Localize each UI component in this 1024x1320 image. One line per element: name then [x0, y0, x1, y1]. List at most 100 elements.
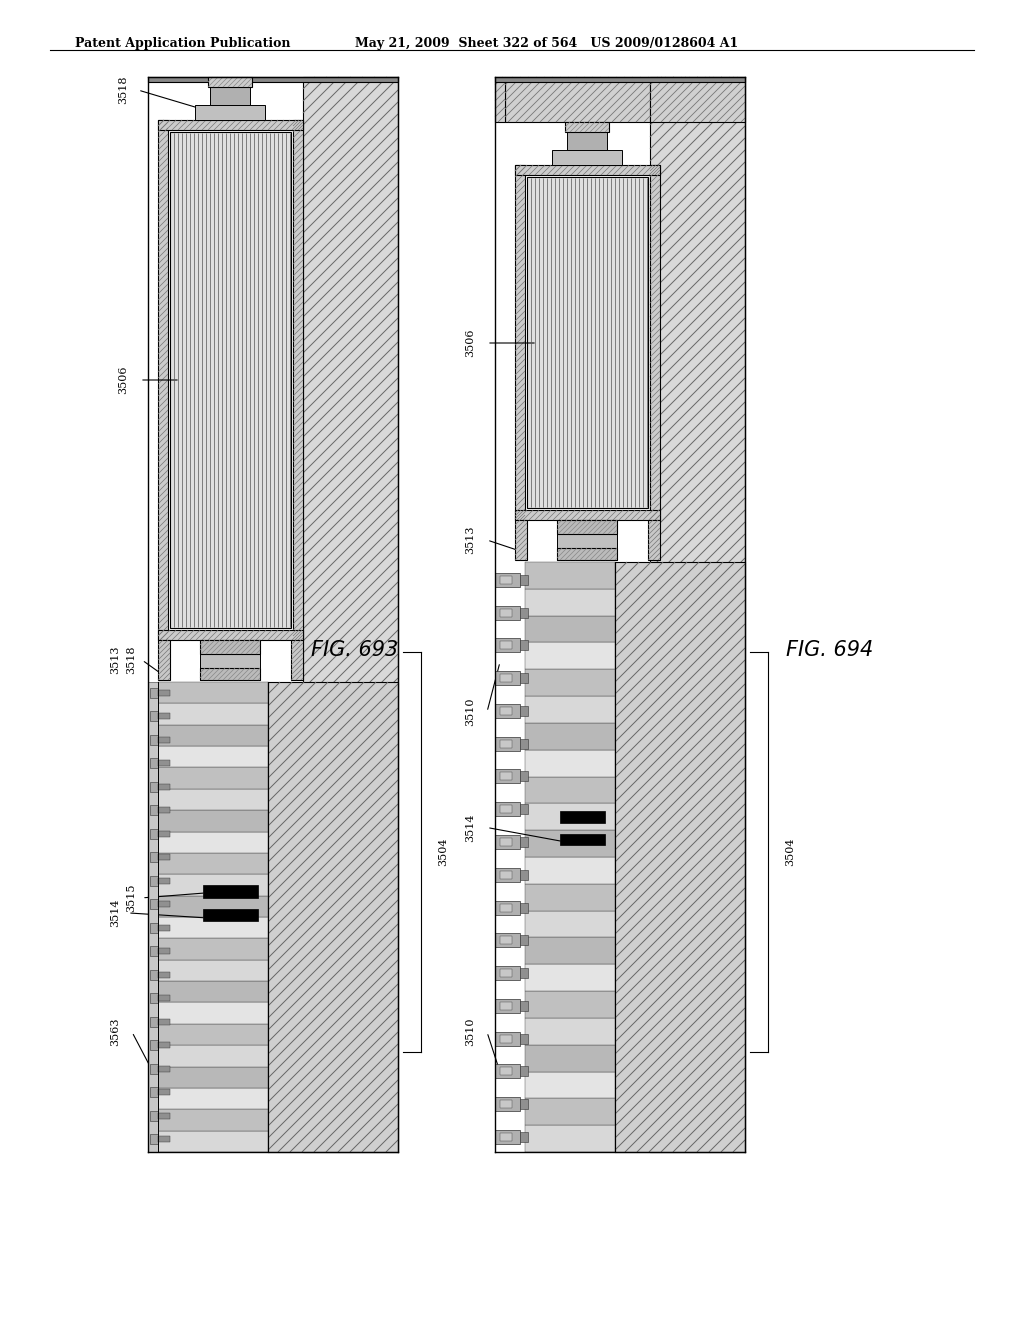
Bar [158, 704, 268, 725]
Bar [567, 132, 607, 150]
Bar [615, 562, 745, 1152]
Bar [520, 903, 528, 912]
Bar [150, 923, 158, 932]
Bar [565, 121, 609, 132]
Bar [500, 1068, 512, 1076]
Text: 3504: 3504 [438, 838, 449, 866]
Bar [520, 1133, 528, 1142]
Bar [520, 1067, 528, 1076]
Bar [158, 120, 303, 129]
Bar [495, 1032, 520, 1045]
Bar [500, 642, 512, 649]
Bar [150, 851, 158, 862]
Bar [158, 874, 268, 896]
Text: 3510: 3510 [465, 1018, 475, 1047]
Bar [158, 640, 170, 680]
Bar [495, 1064, 520, 1078]
Bar [158, 784, 170, 789]
Bar [158, 1045, 268, 1067]
Bar [150, 875, 158, 886]
Bar [158, 981, 268, 1002]
Bar [520, 804, 528, 814]
Bar [500, 576, 512, 583]
Bar [158, 948, 170, 954]
Bar [158, 1088, 268, 1109]
Bar [525, 830, 615, 857]
Bar [520, 673, 528, 684]
Bar [495, 671, 520, 685]
Bar [150, 711, 158, 721]
Bar [495, 77, 505, 121]
Bar [158, 995, 170, 1001]
Bar [158, 682, 268, 704]
Bar [500, 969, 512, 977]
Bar [158, 1109, 268, 1131]
Bar [158, 878, 170, 883]
Bar [648, 520, 660, 560]
Text: 3514: 3514 [465, 813, 475, 842]
Bar [520, 739, 528, 748]
Bar [525, 589, 615, 615]
Bar [650, 165, 660, 520]
Bar [525, 750, 615, 776]
Bar [303, 77, 398, 1152]
Bar [525, 804, 615, 830]
Bar [500, 805, 512, 813]
Bar [293, 120, 303, 640]
Bar [495, 1097, 520, 1111]
Bar [150, 1086, 158, 1097]
Bar [158, 1002, 268, 1024]
Bar [500, 871, 512, 879]
Bar [158, 1024, 268, 1045]
Text: 3515: 3515 [126, 883, 136, 912]
Bar [500, 1002, 512, 1010]
Bar [170, 132, 291, 628]
Bar [200, 640, 260, 680]
Text: 3514: 3514 [110, 899, 120, 927]
Bar [158, 789, 268, 810]
Bar [520, 1034, 528, 1044]
Bar [500, 739, 512, 747]
Bar [150, 1134, 158, 1144]
Bar [158, 725, 268, 746]
Bar [158, 896, 268, 917]
Bar [500, 609, 512, 616]
Bar [520, 936, 528, 945]
Bar [560, 810, 605, 822]
Text: 3513: 3513 [465, 525, 475, 554]
Bar [158, 807, 170, 813]
Bar [520, 968, 528, 978]
Bar [500, 1101, 512, 1109]
Bar [515, 520, 527, 560]
Bar [520, 1001, 528, 1011]
Bar [158, 746, 268, 767]
Bar [150, 829, 158, 838]
Bar [515, 165, 525, 520]
Bar [200, 640, 260, 653]
Bar [158, 1137, 170, 1142]
Bar [195, 106, 265, 120]
Bar [203, 909, 258, 921]
Bar [525, 937, 615, 965]
Bar [158, 767, 268, 789]
Bar [520, 640, 528, 651]
Bar [158, 810, 268, 832]
Bar [525, 562, 615, 589]
Bar [557, 548, 617, 560]
Bar [520, 607, 528, 618]
Bar [158, 1131, 268, 1152]
Text: Patent Application Publication: Patent Application Publication [75, 37, 291, 50]
Bar [158, 1041, 170, 1048]
Bar [150, 781, 158, 792]
Bar [158, 1067, 268, 1088]
Bar [515, 510, 660, 520]
Bar [210, 87, 250, 106]
Text: 3513: 3513 [110, 645, 120, 675]
Bar [520, 837, 528, 847]
Bar [525, 1018, 615, 1044]
Bar [158, 830, 170, 837]
Bar [158, 1019, 170, 1024]
Text: 3563: 3563 [110, 1018, 120, 1047]
Bar [158, 917, 268, 939]
Bar [495, 639, 520, 652]
